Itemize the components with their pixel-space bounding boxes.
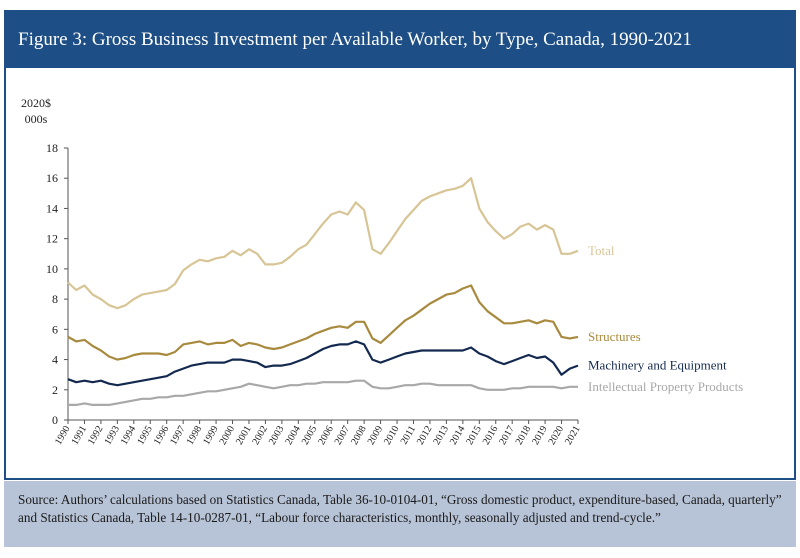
x-tick-label: 2019 (530, 424, 550, 447)
x-tick-label: 2015 (464, 424, 484, 447)
y-tick-label: 8 (52, 292, 58, 306)
x-tick-label: 2001 (234, 424, 254, 447)
x-tick-label: 1992 (86, 424, 106, 447)
x-tick-label: 2013 (431, 424, 451, 447)
line-chart: 2020$ 000s 0 2 4 6 8 10 12 14 16 18 1990199119921993… (21, 96, 743, 447)
x-tick-label: 2009 (366, 424, 386, 447)
x-tick-label: 1998 (185, 424, 205, 447)
x-tick-label: 2014 (448, 424, 468, 447)
series-label-intellectual-property-products: Intellectual Property Products (588, 379, 743, 394)
x-tick-label: 2005 (300, 424, 320, 447)
y-tick-label: 14 (46, 201, 58, 215)
x-tick-label: 2003 (267, 424, 287, 447)
x-tick-label: 2010 (382, 424, 402, 447)
x-tick-label: 1995 (135, 424, 155, 447)
series-line-total (67, 177, 579, 310)
x-tick-label: 2002 (250, 424, 270, 447)
y-unit-label-2: 000s (25, 112, 48, 126)
series-label-machinery-and-equipment: Machinery and Equipment (588, 358, 727, 373)
y-tick-label: 2 (52, 383, 58, 397)
y-tick-label: 6 (52, 322, 58, 336)
series-line-machinery-and-equipment (67, 340, 579, 387)
x-tick-label: 2008 (349, 424, 369, 447)
y-tick-label: 4 (52, 353, 58, 367)
x-tick-label: 2004 (283, 424, 303, 447)
x-tick-label: 2017 (497, 424, 517, 447)
x-tick-label: 2007 (333, 424, 353, 447)
y-tick-label: 10 (46, 262, 58, 276)
source-note: Source: Authors’ calculations based on S… (4, 481, 796, 547)
x-tick-label: 2011 (399, 424, 418, 447)
x-tick-label: 1993 (102, 424, 122, 447)
x-tick-label: 2016 (481, 424, 501, 447)
x-tick-label: 1997 (168, 424, 188, 447)
y-tick-label: 0 (52, 413, 58, 427)
x-tick-label: 1994 (119, 424, 139, 447)
y-unit-label-1: 2020$ (21, 96, 51, 110)
x-tick-label: 1991 (70, 424, 90, 447)
x-tick-label: 1996 (152, 424, 172, 447)
x-tick-label: 2020 (547, 424, 567, 447)
x-tick-label: 2012 (415, 424, 435, 447)
y-tick-label: 16 (46, 171, 58, 185)
x-tick-label: 2006 (316, 424, 336, 447)
series-line-intellectual-property-products (68, 379, 578, 406)
x-tick-label: 2000 (218, 424, 238, 447)
figure-title: Figure 3: Gross Business Investment per … (6, 12, 794, 68)
x-tick-label: 2018 (514, 424, 534, 447)
y-tick-label: 18 (46, 141, 58, 155)
series-label-total: Total (588, 243, 615, 258)
figure-frame: Figure 3: Gross Business Investment per … (4, 10, 796, 480)
series-label-structures: Structures (588, 329, 641, 344)
series-line-structures (67, 284, 579, 361)
chart-series (67, 177, 579, 406)
series-labels: Total Structures Machinery and Equipment In… (588, 243, 743, 394)
chart-axes: 2020$ 000s 0 2 4 6 8 10 12 14 16 18 1990199119921993… (21, 96, 583, 447)
x-tick-label: 2021 (563, 424, 583, 447)
x-tick-label: 1999 (201, 424, 221, 447)
x-tick-label: 1990 (53, 424, 73, 447)
y-tick-label: 12 (46, 232, 58, 246)
